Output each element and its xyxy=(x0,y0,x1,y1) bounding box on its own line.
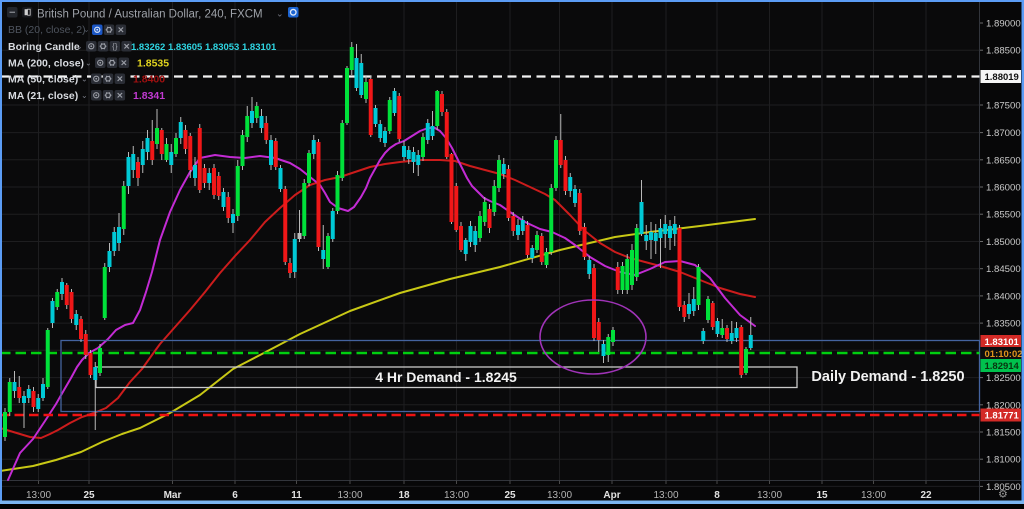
svg-text:15: 15 xyxy=(816,490,828,501)
svg-text:1.81771: 1.81771 xyxy=(985,410,1020,421)
svg-text:{}: {} xyxy=(112,42,118,51)
svg-text:1.84500: 1.84500 xyxy=(986,264,1021,275)
svg-text:18: 18 xyxy=(398,490,410,501)
svg-text:1.81000: 1.81000 xyxy=(986,455,1021,466)
svg-text:British Pound / Australian Dol: British Pound / Australian Dollar, 240, … xyxy=(37,9,263,21)
svg-text:1.86000: 1.86000 xyxy=(986,183,1021,194)
svg-text:13:00: 13:00 xyxy=(653,490,678,501)
svg-text:Boring Candle: Boring Candle xyxy=(8,41,80,53)
svg-text:MA (50, close): MA (50, close) xyxy=(8,74,78,86)
svg-text:1.82500: 1.82500 xyxy=(986,373,1021,384)
svg-text:13:00: 13:00 xyxy=(861,490,886,501)
svg-text:⌄: ⌄ xyxy=(276,9,284,19)
svg-text:1.8341: 1.8341 xyxy=(133,90,165,102)
svg-text:BB (20, close, 2): BB (20, close, 2) xyxy=(8,24,86,36)
svg-text:25: 25 xyxy=(504,490,516,501)
svg-text:1.89000: 1.89000 xyxy=(986,19,1021,30)
svg-text:1.88500: 1.88500 xyxy=(986,46,1021,57)
svg-text:11: 11 xyxy=(291,490,302,501)
svg-text:25: 25 xyxy=(83,490,95,501)
svg-text:⚙: ⚙ xyxy=(998,489,1008,501)
svg-text:MA (21, close): MA (21, close) xyxy=(8,90,78,102)
svg-text:1.8400: 1.8400 xyxy=(133,74,165,86)
svg-text:⌄: ⌄ xyxy=(81,75,88,84)
svg-text:1.84000: 1.84000 xyxy=(986,291,1021,302)
svg-text:1.8535: 1.8535 xyxy=(137,58,169,70)
svg-text:4 Hr Demand - 1.8245: 4 Hr Demand - 1.8245 xyxy=(375,369,517,385)
svg-text:13:00: 13:00 xyxy=(26,490,51,501)
svg-text:01:10:02: 01:10:02 xyxy=(985,349,1023,360)
svg-text:1.87000: 1.87000 xyxy=(986,128,1021,139)
svg-text:1.88019: 1.88019 xyxy=(985,72,1019,83)
svg-text:1.85000: 1.85000 xyxy=(986,237,1021,248)
svg-text:1.83262: 1.83262 xyxy=(131,42,165,53)
svg-text:8: 8 xyxy=(714,490,720,501)
svg-text:13:00: 13:00 xyxy=(337,490,362,501)
svg-text:22: 22 xyxy=(920,490,932,501)
svg-text:⌄: ⌄ xyxy=(85,59,92,68)
svg-text:1.83500: 1.83500 xyxy=(986,319,1021,330)
svg-text:MA (200, close): MA (200, close) xyxy=(8,58,84,70)
svg-text:1.81500: 1.81500 xyxy=(986,428,1021,439)
svg-text:1.85500: 1.85500 xyxy=(986,210,1021,221)
svg-text:1.86500: 1.86500 xyxy=(986,155,1021,166)
svg-text:1.83605: 1.83605 xyxy=(168,42,203,53)
svg-text:Apr: Apr xyxy=(603,490,620,501)
svg-text:⌄: ⌄ xyxy=(76,42,83,51)
svg-text:1.87500: 1.87500 xyxy=(986,101,1021,112)
svg-text:13:00: 13:00 xyxy=(444,490,469,501)
svg-text:1.83101: 1.83101 xyxy=(242,42,277,53)
svg-text:⌄: ⌄ xyxy=(83,25,90,34)
svg-text:13:00: 13:00 xyxy=(547,490,572,501)
svg-text:Daily Demand - 1.8250: Daily Demand - 1.8250 xyxy=(811,369,964,385)
svg-text:6: 6 xyxy=(232,490,238,501)
svg-text:1.83053: 1.83053 xyxy=(205,42,239,53)
svg-text:Mar: Mar xyxy=(164,490,182,501)
svg-text:1.83101: 1.83101 xyxy=(985,337,1020,348)
svg-text:13:00: 13:00 xyxy=(757,490,782,501)
svg-text:⌄: ⌄ xyxy=(81,91,88,100)
svg-text:1.82914: 1.82914 xyxy=(985,361,1020,372)
